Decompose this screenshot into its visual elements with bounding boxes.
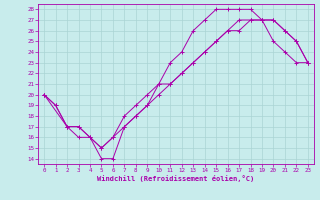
X-axis label: Windchill (Refroidissement éolien,°C): Windchill (Refroidissement éolien,°C)	[97, 175, 255, 182]
